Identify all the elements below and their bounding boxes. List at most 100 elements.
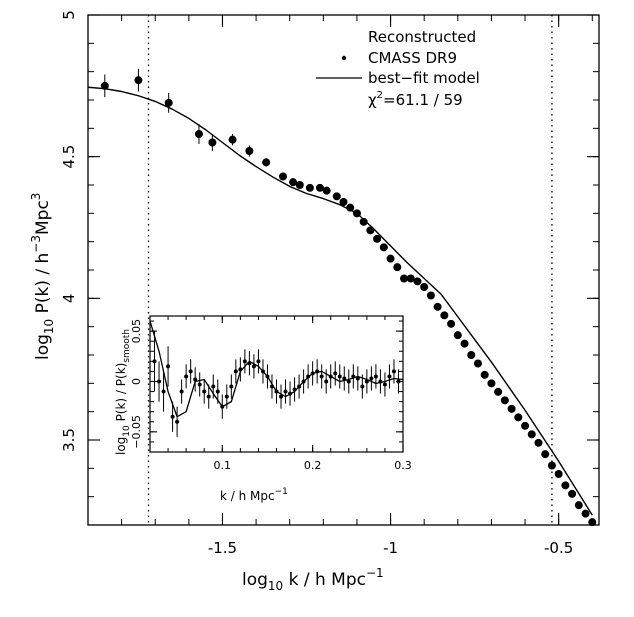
data-point	[328, 374, 333, 379]
data-point	[179, 389, 184, 394]
data-point	[386, 254, 395, 263]
y-tick-label: 0.05	[130, 319, 143, 344]
main-x-axis-title: log10 k / h Mpc−1	[242, 566, 384, 593]
main-reference-lines	[147, 15, 553, 525]
data-point	[521, 421, 530, 430]
legend-chi2-value: =61.1 / 59	[383, 91, 463, 109]
data-point	[400, 274, 409, 283]
data-point	[220, 404, 225, 409]
data-point	[193, 377, 198, 382]
data-point	[242, 359, 247, 364]
data-point	[262, 158, 271, 167]
x-tick-label: -1	[383, 539, 398, 557]
data-point	[360, 384, 365, 389]
y-tick-label: −0.05	[130, 415, 143, 449]
x-tick-label: 0.2	[304, 459, 322, 472]
data-point	[211, 384, 216, 389]
data-point	[588, 518, 597, 527]
data-point	[346, 203, 355, 212]
data-point	[269, 384, 274, 389]
data-point	[359, 217, 368, 226]
data-point	[305, 183, 314, 192]
data-point	[188, 369, 193, 374]
data-point	[355, 376, 360, 381]
model-line	[87, 86, 593, 516]
data-point	[224, 394, 229, 399]
data-point	[306, 374, 311, 379]
data-point	[134, 76, 143, 85]
data-point	[152, 359, 157, 364]
data-point	[310, 371, 315, 376]
data-point	[100, 81, 109, 90]
inset-axis-ticks: 0.1 0.2 0.3 −0.05 0 0.05	[130, 316, 412, 472]
data-point	[373, 234, 382, 243]
y-tick-label: 3.5	[60, 428, 78, 452]
data-point	[453, 331, 462, 340]
legend-points-label: CMASS DR9	[368, 49, 457, 67]
data-point	[391, 369, 396, 374]
data-point	[379, 243, 388, 252]
legend-point-marker	[341, 55, 347, 61]
data-point	[333, 371, 338, 376]
data-point	[420, 283, 429, 291]
data-point	[554, 470, 563, 478]
main-model-curve	[87, 86, 593, 516]
data-point	[324, 379, 329, 384]
data-point	[194, 130, 203, 138]
data-point	[382, 382, 387, 387]
data-point	[396, 379, 401, 384]
data-point	[206, 394, 211, 399]
legend: Reconstructed CMASS DR9 best−fit model χ…	[316, 28, 480, 109]
data-point	[480, 370, 489, 379]
data-point	[574, 501, 583, 510]
data-point	[265, 374, 270, 379]
data-point	[319, 374, 324, 379]
data-point	[295, 181, 304, 189]
data-point	[208, 138, 217, 147]
data-point	[440, 311, 449, 320]
legend-chi2-symbol: χ	[368, 91, 377, 109]
data-point	[369, 376, 374, 381]
data-point	[507, 404, 516, 413]
x-tick-label: -1.5	[208, 539, 237, 557]
inset-data-points	[152, 331, 401, 437]
data-point	[215, 389, 220, 394]
data-point	[447, 319, 456, 328]
data-point	[364, 379, 369, 384]
data-point	[494, 387, 503, 396]
data-point	[260, 369, 265, 374]
x-tick-label: -0.5	[544, 539, 573, 557]
data-point	[433, 302, 442, 311]
data-point	[184, 374, 189, 379]
data-point	[534, 438, 543, 447]
data-point	[406, 274, 415, 283]
data-point	[256, 359, 261, 364]
data-point	[561, 481, 570, 490]
data-point	[467, 351, 476, 359]
data-point	[202, 389, 207, 394]
data-point	[473, 359, 482, 368]
data-point	[229, 384, 234, 389]
data-point	[527, 430, 536, 439]
legend-line-label: best−fit model	[368, 69, 480, 87]
data-point	[541, 450, 550, 459]
data-point	[378, 379, 383, 384]
y-tick-label: 5	[60, 10, 78, 20]
data-point	[487, 379, 496, 388]
data-point	[514, 413, 523, 422]
data-point	[166, 364, 171, 369]
data-point	[292, 387, 297, 392]
data-point	[322, 186, 331, 195]
data-point	[568, 489, 577, 498]
legend-chi2-exponent: 2	[377, 90, 383, 101]
inset-x-axis-title: k / h Mpc−1	[220, 487, 288, 503]
main-y-axis-title: log10 P(k) / h−3Mpc3	[29, 193, 56, 360]
y-tick-label: 0	[130, 378, 143, 385]
data-point	[413, 277, 422, 286]
data-point	[387, 374, 392, 379]
data-point	[278, 172, 287, 181]
data-point	[339, 198, 348, 206]
data-point	[289, 178, 298, 187]
data-point	[170, 414, 175, 419]
data-point	[164, 98, 173, 107]
